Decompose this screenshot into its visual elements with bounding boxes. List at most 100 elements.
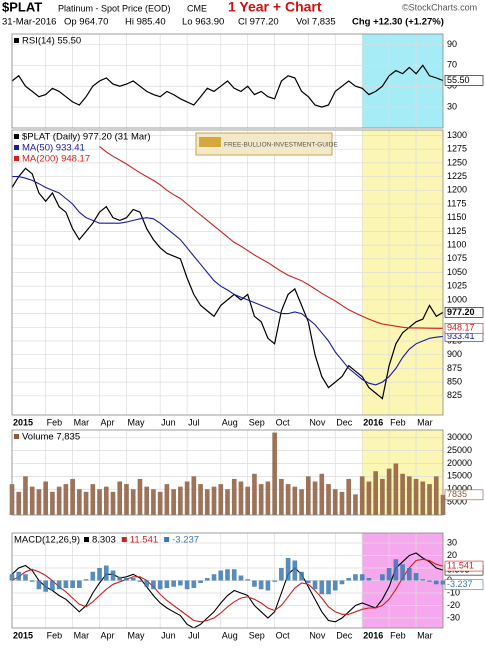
- bar: [319, 473, 325, 515]
- line: [99, 145, 443, 329]
- y-tick-label: 5000: [447, 496, 467, 506]
- bar: [171, 580, 176, 587]
- bar: [252, 473, 257, 515]
- panel: 8258508759009259509751000102510501075110…: [11, 129, 484, 427]
- x-tick-label: Mar: [417, 630, 433, 640]
- x-tick-label: Jul: [188, 417, 200, 427]
- bar: [400, 564, 405, 581]
- bar: [258, 484, 264, 515]
- highlight-region: [362, 34, 443, 128]
- y-tick-label: -30: [447, 612, 460, 622]
- bar: [70, 478, 75, 515]
- y-tick-label: 1000: [447, 294, 467, 304]
- bar: [305, 476, 311, 515]
- quote-close: Cl 977.20: [238, 17, 279, 28]
- bar: [326, 484, 331, 515]
- bar: [117, 576, 123, 581]
- line: [11, 552, 444, 629]
- bar: [373, 471, 378, 515]
- bar: [386, 568, 392, 581]
- bar: [319, 580, 325, 595]
- value-tag: 977.20: [447, 307, 475, 317]
- line: [11, 558, 444, 623]
- x-tick-label: Nov: [309, 630, 326, 640]
- bar: [299, 571, 304, 581]
- y-tick-label: 25000: [447, 445, 472, 455]
- x-tick-label: Oct: [276, 630, 291, 640]
- y-tick-label: 10000: [447, 484, 472, 494]
- bar: [50, 580, 55, 591]
- bar: [305, 580, 311, 583]
- quote-low: Lo 963.90: [182, 17, 224, 28]
- bar: [36, 580, 42, 590]
- credit: ©StockCharts.com: [402, 2, 477, 12]
- bar: [433, 476, 439, 515]
- legend-entry: Volume 7,835: [22, 432, 80, 443]
- bar: [393, 463, 399, 515]
- watermark: FREE-BULLION-INVESTMENT-GUIDE: [224, 142, 338, 149]
- bar: [144, 580, 150, 587]
- quote-date: 31-Mar-2016: [2, 17, 56, 28]
- bar: [164, 484, 170, 515]
- bar: [157, 580, 163, 590]
- bar: [427, 580, 432, 582]
- panel: 5000 10000 15000 20000 25000 30000 7835 Volume …: [9, 429, 484, 516]
- x-tick-label: Apr: [101, 417, 115, 427]
- y-tick-label: 30000: [447, 432, 472, 442]
- bar: [90, 484, 96, 515]
- bar: [366, 481, 372, 515]
- bar: [225, 489, 230, 515]
- y-tick-label: -20: [447, 600, 460, 610]
- bar: [178, 486, 183, 515]
- legend-entry: MA(200) 948.17: [22, 154, 90, 165]
- value-tag-box: [444, 579, 484, 590]
- x-tick-label: Nov: [309, 417, 326, 427]
- bar: [285, 558, 291, 581]
- bar: [198, 580, 203, 583]
- bar: [110, 491, 116, 515]
- x-tick-label: Jun: [161, 630, 176, 640]
- value-tag-box: [444, 489, 484, 501]
- bar: [110, 570, 116, 581]
- x-tick-label: Sep: [249, 417, 265, 427]
- y-tick-label: 1075: [447, 253, 467, 263]
- x-tick-label: Dec: [336, 417, 353, 427]
- legend-entry: -3.237: [172, 535, 199, 546]
- bar: [184, 481, 190, 515]
- bar: [218, 484, 224, 515]
- bar: [56, 580, 62, 590]
- bar: [103, 486, 109, 515]
- panel-title: MACD(12,26,9): [14, 535, 80, 546]
- x-tick-label: Sep: [249, 630, 265, 640]
- x-tick-label: Mar: [417, 417, 433, 427]
- y-tick-label: 1125: [447, 226, 466, 236]
- legend-swatch: [14, 38, 19, 43]
- bar: [252, 580, 257, 587]
- bar: [272, 432, 277, 515]
- bar: [386, 468, 392, 515]
- bar: [191, 476, 197, 515]
- bar: [258, 580, 264, 590]
- legend-swatch: [84, 537, 89, 542]
- bar: [339, 491, 345, 515]
- watermark-bar: [199, 137, 221, 147]
- bar: [137, 478, 143, 515]
- bar: [50, 491, 55, 515]
- y-tick-label: -10: [447, 587, 460, 597]
- x-tick-label: 2015: [13, 630, 33, 640]
- bar: [77, 489, 82, 515]
- bar: [427, 484, 432, 515]
- y-tick-label: 1175: [447, 198, 466, 208]
- bar: [326, 580, 331, 595]
- x-tick-label: May: [127, 417, 145, 427]
- bar: [353, 574, 358, 581]
- bar: [130, 489, 136, 515]
- bar: [332, 580, 338, 591]
- bar: [231, 569, 237, 581]
- bar: [272, 580, 277, 582]
- x-tick-label: Mar: [74, 630, 90, 640]
- panel-frame: [11, 33, 444, 129]
- legend-swatch: [14, 434, 19, 439]
- bar: [420, 481, 426, 515]
